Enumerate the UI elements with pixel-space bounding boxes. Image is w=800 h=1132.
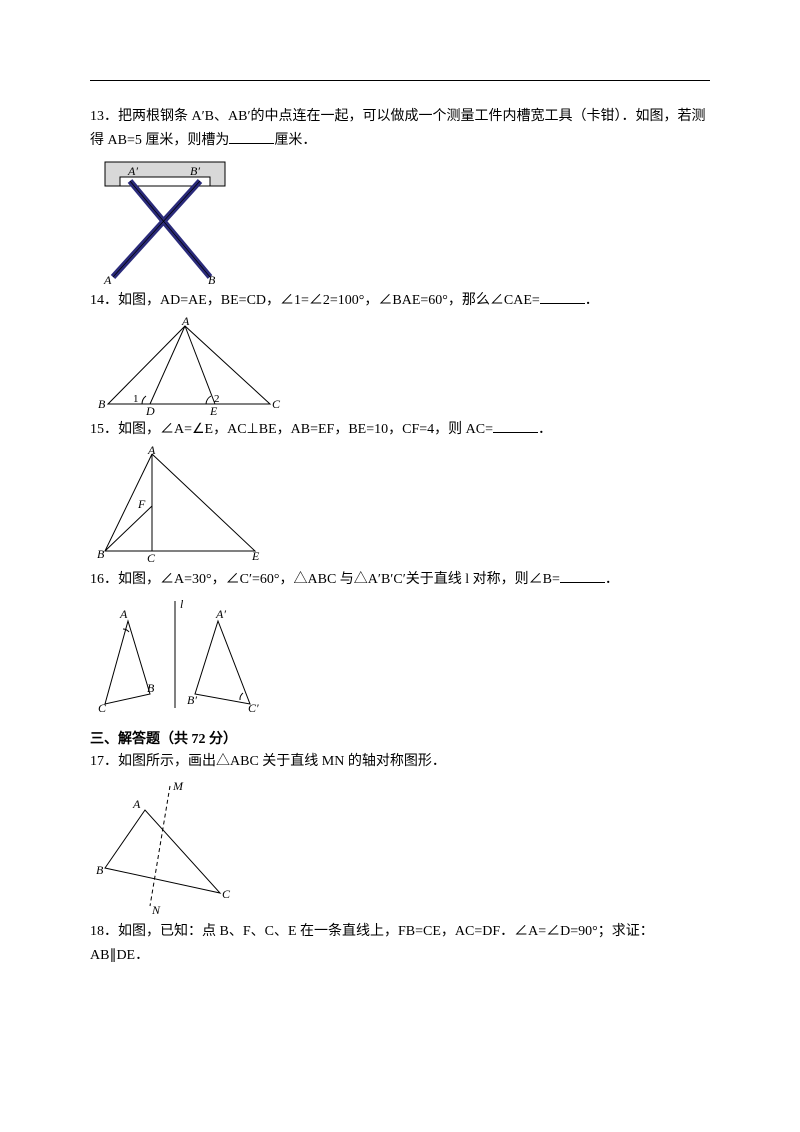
q15-body-a: 如图，∠A=∠E，AC⊥BE，AB=EF，BE=10，CF=4，则 AC= (118, 422, 493, 437)
q18-body: 如图，已知：点 B、F、C、E 在一条直线上，FB=CE，AC=DF．∠A=∠D… (90, 924, 654, 963)
label-Cp16: C′ (248, 701, 259, 715)
label-C17: C (222, 887, 231, 901)
q18-text: 18．如图，已知：点 B、F、C、E 在一条直线上，FB=CE，AC=DF．∠A… (90, 920, 710, 968)
q16-text: 16．如图，∠A=30°，∠C′=60°，△ABC 与△A′B′C′关于直线 l… (90, 568, 710, 592)
q13-num: 13． (90, 109, 118, 124)
label-E15: E (251, 549, 260, 563)
q13-figure: A′ B′ A B (90, 157, 710, 287)
label-B17: B (96, 863, 104, 877)
label-A: A (103, 273, 112, 287)
q14-num: 14． (90, 293, 118, 308)
label-B14: B (98, 397, 106, 411)
label-A16: A (119, 607, 128, 621)
label-l: l (180, 597, 184, 611)
q17-body: 如图所示，画出△ABC 关于直线 MN 的轴对称图形． (118, 754, 446, 769)
q16-body-b: ． (605, 572, 619, 587)
label-F15: F (137, 497, 146, 511)
label-A17: A (132, 797, 141, 811)
label-Ap: A′ (127, 164, 138, 178)
label-B15: B (97, 547, 105, 561)
q16-num: 16． (90, 572, 118, 587)
q14-blank (540, 290, 585, 304)
q13-body-b: 厘米． (274, 133, 316, 148)
q14-body-a: 如图，AD=AE，BE=CD，∠1=∠2=100°，∠BAE=60°，那么∠CA… (118, 293, 540, 308)
q14-body-b: ． (585, 293, 599, 308)
q17-num: 17． (90, 754, 118, 769)
label-B: B (208, 273, 216, 287)
q17-text: 17．如图所示，画出△ABC 关于直线 MN 的轴对称图形． (90, 750, 710, 774)
q15-figure: A F B C E (90, 446, 710, 566)
q15-text: 15．如图，∠A=∠E，AC⊥BE，AB=EF，BE=10，CF=4，则 AC=… (90, 418, 710, 442)
q17-figure: M N A B C (90, 778, 710, 918)
q15-blank (493, 419, 538, 433)
q13-blank (229, 130, 274, 144)
label-E14: E (209, 404, 218, 416)
label-Bp: B′ (190, 164, 200, 178)
section3-heading: 三、解答题（共 72 分） (90, 728, 710, 748)
q13-text: 13．把两根钢条 A′B、AB′的中点连在一起，可以做成一个测量工件内槽宽工具（… (90, 105, 710, 153)
label-D14: D (145, 404, 155, 416)
label-two: 2 (214, 393, 220, 405)
q14-text: 14．如图，AD=AE，BE=CD，∠1=∠2=100°，∠BAE=60°，那么… (90, 289, 710, 313)
label-B16: B (147, 681, 155, 695)
q14-figure: A B D E C 1 2 (90, 316, 710, 416)
top-rule (90, 80, 710, 81)
q15-num: 15． (90, 422, 118, 437)
label-C16: C (98, 701, 107, 715)
label-Bp16: B′ (187, 693, 197, 707)
q15-body-b: ． (538, 422, 552, 437)
q16-body-a: 如图，∠A=30°，∠C′=60°，△ABC 与△A′B′C′关于直线 l 对称… (118, 572, 560, 587)
q16-blank (560, 569, 605, 583)
label-A15: A (147, 446, 156, 457)
label-C14: C (272, 397, 281, 411)
q13-body-a: 把两根钢条 A′B、AB′的中点连在一起，可以做成一个测量工件内槽宽工具（卡钳）… (90, 109, 706, 148)
label-Ap16: A′ (215, 607, 226, 621)
label-M17: M (172, 779, 184, 793)
q16-figure: l A B C A′ B′ C′ (90, 596, 710, 716)
label-N17: N (151, 903, 161, 917)
label-one: 1 (133, 393, 139, 405)
label-C15: C (147, 551, 156, 565)
q18-num: 18． (90, 924, 118, 939)
label-A14: A (181, 316, 190, 328)
